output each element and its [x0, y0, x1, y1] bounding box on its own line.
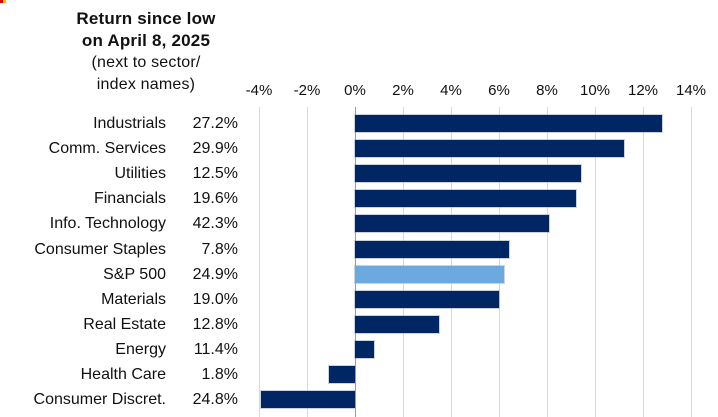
- x-axis-tick-label: -4%: [245, 82, 273, 99]
- x-axis-tick-label: 4%: [440, 82, 462, 99]
- logo-fragment: [0, 0, 6, 3]
- chart-title-line-2: on April 8, 2025: [81, 31, 211, 50]
- category-label: Financials: [93, 190, 166, 208]
- gridline: [691, 107, 692, 417]
- return-since-low-value: 12.5%: [192, 165, 238, 183]
- bar: [355, 290, 499, 308]
- logo-fragment-yellow: [3, 0, 6, 3]
- x-axis-tick-label: 12%: [627, 82, 659, 99]
- bar: [355, 165, 581, 183]
- return-since-low-value: 19.0%: [192, 290, 238, 308]
- category-label: Energy: [115, 340, 166, 358]
- logo-fragment-red: [0, 0, 3, 3]
- return-since-low-value: 12.8%: [192, 315, 238, 333]
- gridline: [259, 107, 260, 417]
- category-label: Health Care: [80, 366, 166, 383]
- category-label: Consumer Discret.: [33, 391, 166, 409]
- x-axis-tick-label: -2%: [293, 82, 321, 99]
- chart-title-line-4: index names): [96, 76, 196, 93]
- bar: [355, 140, 624, 158]
- x-axis-tick-label: 8%: [536, 82, 558, 99]
- chart-title-line-1: Return since low: [76, 9, 216, 28]
- return-since-low-value: 1.8%: [201, 366, 238, 383]
- return-since-low-value: 7.8%: [201, 240, 238, 258]
- return-since-low-value: 29.9%: [192, 140, 238, 158]
- return-since-low-value: 24.9%: [192, 265, 238, 283]
- gridline: [307, 107, 308, 417]
- gridline: [499, 107, 500, 417]
- return-since-low-value: 19.6%: [192, 190, 238, 208]
- gridline: [643, 107, 644, 417]
- category-label: Consumer Staples: [34, 240, 166, 258]
- category-label: Materials: [101, 290, 166, 308]
- bar: [328, 366, 355, 383]
- return-since-low-value: 27.2%: [192, 115, 238, 132]
- x-axis-tick-label: 0%: [344, 82, 366, 99]
- gridline: [547, 107, 548, 417]
- category-label: Real Estate: [83, 315, 166, 333]
- x-axis-tick-label: 2%: [392, 82, 414, 99]
- category-label: Industrials: [93, 115, 166, 132]
- x-axis-tick-label: 10%: [579, 82, 611, 99]
- chart-title-line-3: (next to sector/: [91, 54, 201, 71]
- return-since-low-value: 11.4%: [193, 340, 238, 358]
- bar: [355, 190, 576, 208]
- category-label: Utilities: [114, 165, 166, 183]
- gridline: [403, 107, 404, 417]
- return-since-low-value: 24.8%: [192, 391, 238, 409]
- category-label: Comm. Services: [48, 140, 166, 158]
- gridline: [451, 107, 452, 417]
- bar: [355, 215, 550, 233]
- return-since-low-value: 42.3%: [192, 215, 238, 233]
- category-label: Info. Technology: [49, 215, 166, 233]
- bar: [355, 315, 439, 333]
- x-axis-tick-label: 6%: [488, 82, 510, 99]
- bar: [261, 391, 355, 409]
- bar-highlighted: [355, 265, 504, 283]
- bar: [355, 340, 375, 358]
- bar: [355, 115, 663, 132]
- x-axis-tick-label: 14%: [675, 82, 707, 99]
- bar: [355, 240, 509, 258]
- gridline: [595, 107, 596, 417]
- category-label: S&P 500: [103, 265, 166, 283]
- chart-title: Return since low on April 8, 2025 (next …: [30, 8, 262, 96]
- zero-axis-line: [355, 107, 356, 417]
